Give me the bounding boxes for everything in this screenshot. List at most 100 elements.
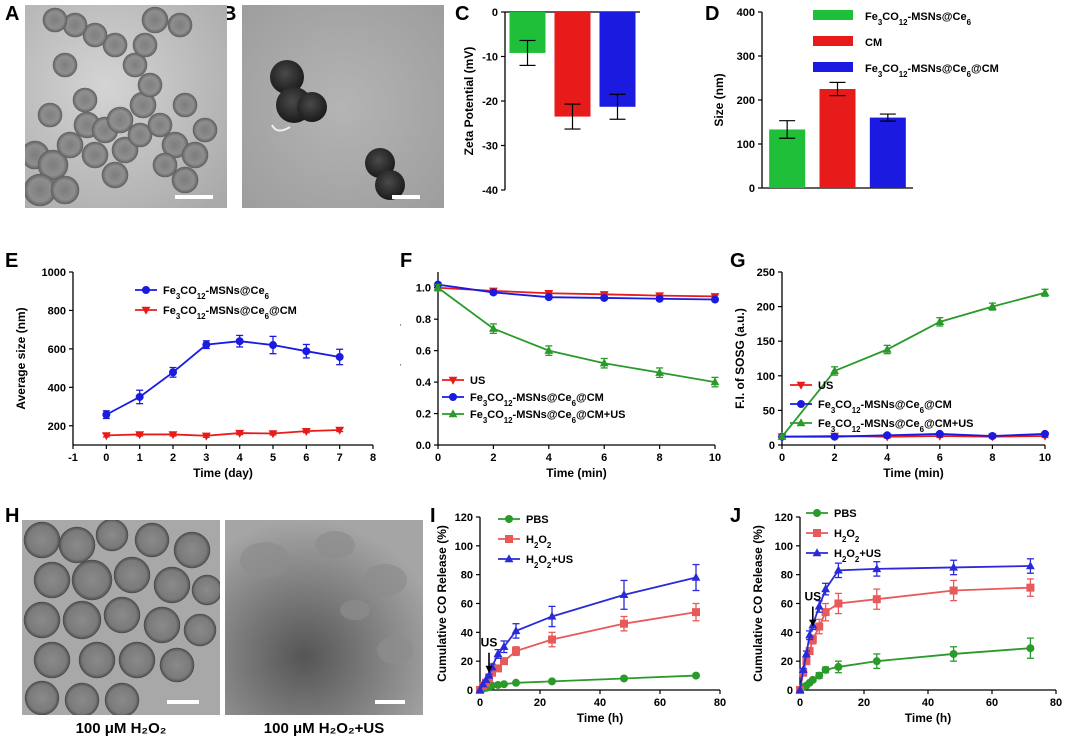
data-point	[777, 431, 787, 440]
data-point	[1026, 583, 1035, 592]
data-point	[805, 630, 814, 639]
annotation-label: US	[804, 590, 821, 604]
data-point	[169, 368, 177, 377]
caption-h-right: 100 μM H₂O₂+US	[263, 720, 385, 737]
x-tick-label: 0	[435, 452, 441, 464]
y-tick-label: 50	[763, 405, 775, 417]
x-tick-label: 80	[1050, 697, 1062, 709]
y-tick-label: -20	[482, 96, 498, 108]
series-line	[799, 565, 1031, 691]
data-point	[935, 317, 945, 326]
data-point	[548, 677, 556, 686]
x-axis-label: Time (min)	[546, 466, 606, 480]
y-tick-label: 40	[781, 627, 793, 639]
bar	[819, 89, 856, 188]
data-point	[882, 344, 892, 353]
data-point	[433, 282, 443, 291]
data-point	[512, 647, 520, 656]
legend-label: Fe3CO12-MSNs@Ce6	[865, 11, 972, 27]
y-tick-label: 0	[467, 685, 473, 697]
x-tick-label: 80	[714, 697, 726, 709]
data-point	[269, 341, 277, 350]
x-tick-label: 8	[989, 452, 995, 464]
panel-label-a: A	[5, 3, 20, 25]
y-tick-label: -40	[482, 185, 498, 197]
data-point	[544, 345, 554, 354]
legend-marker	[142, 286, 150, 294]
legend-marker	[448, 376, 458, 385]
y-tick-label: 250	[757, 267, 775, 279]
y-axis-label: Cumulative CO Release (%)	[751, 525, 765, 682]
data-point	[475, 685, 485, 694]
data-point	[814, 601, 824, 610]
data-point	[795, 685, 805, 694]
legend-marker	[796, 418, 806, 427]
x-tick-label: 3	[203, 452, 209, 464]
y-tick-label: 0	[749, 183, 755, 195]
data-point	[481, 675, 491, 684]
y-tick-label: 0.0	[416, 440, 431, 452]
data-point	[655, 367, 664, 376]
data-point	[821, 665, 830, 674]
data-point	[834, 599, 843, 608]
x-tick-label: 2	[170, 452, 176, 464]
y-axis-label: Cumulative CO Release (%)	[435, 525, 449, 682]
data-point	[988, 301, 997, 310]
y-tick-label: 200	[737, 95, 755, 107]
data-point	[135, 392, 144, 401]
y-tick-label: 60	[781, 599, 793, 611]
data-point	[235, 337, 244, 346]
y-tick-label: 400	[48, 382, 66, 394]
legend-label: US	[818, 380, 833, 392]
x-tick-label: 40	[922, 697, 934, 709]
x-tick-label: 8	[657, 452, 663, 464]
legend-swatch	[813, 10, 853, 20]
series-line	[437, 287, 716, 383]
y-tick-label: 0.6	[416, 346, 431, 358]
x-tick-label: 10	[709, 452, 721, 464]
data-point	[872, 564, 882, 573]
legend-marker	[448, 409, 458, 418]
y-tick-label: 800	[48, 305, 66, 317]
x-tick-label: 2	[832, 452, 838, 464]
annotation-label: US	[481, 636, 498, 650]
data-point	[499, 641, 509, 650]
tem-image-h-right-svg	[225, 520, 423, 715]
x-tick-label: 4	[237, 452, 244, 464]
tem-image-b	[242, 5, 444, 208]
legend-label: Fe3CO12-MSNs@Ce6	[163, 285, 270, 301]
x-tick-label: 5	[270, 452, 276, 464]
chart-e-average-size: 200 400 600 800 1000 -1 0 1 2 3 4 5 6 7 8 Time (day) Ave…	[14, 267, 376, 480]
y-tick-label: 100	[775, 541, 793, 553]
tem-image-h-left-svg	[22, 520, 220, 715]
x-tick-label: 20	[534, 697, 546, 709]
series-line	[437, 286, 716, 298]
y-tick-label: 200	[48, 421, 66, 433]
data-point	[511, 626, 521, 635]
legend-label: PBS	[834, 508, 857, 520]
y-tick-label: 600	[48, 344, 66, 356]
data-point	[872, 595, 881, 604]
data-point	[834, 662, 843, 671]
data-point	[488, 668, 496, 677]
series-line	[781, 291, 1046, 438]
legend-label: CM	[865, 37, 882, 49]
data-point	[547, 611, 557, 620]
legend-marker	[504, 554, 514, 563]
bar	[599, 12, 636, 107]
legend-label: H2O2	[834, 528, 860, 544]
y-axis-label: A/A0(416nm)	[400, 322, 401, 395]
data-point	[949, 649, 958, 658]
series-line	[106, 429, 340, 437]
data-point	[821, 608, 830, 617]
panel-label-g: G	[730, 250, 746, 272]
data-point	[808, 675, 817, 684]
data-point	[302, 347, 311, 356]
data-point	[711, 295, 719, 304]
data-point	[834, 565, 843, 574]
y-tick-label: 40	[461, 627, 473, 639]
y-axis-label: Size (nm)	[712, 73, 726, 126]
data-point	[544, 293, 553, 302]
data-point	[883, 431, 892, 440]
x-tick-label: 0	[477, 697, 483, 709]
